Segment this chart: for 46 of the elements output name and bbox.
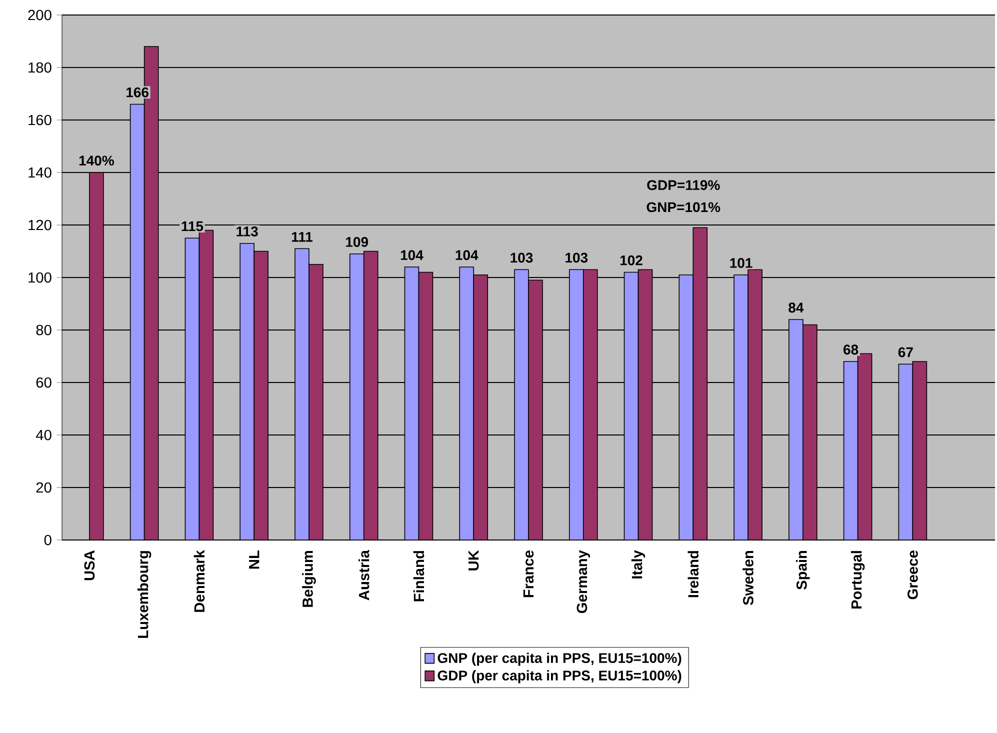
x-tick-label: Italy: [631, 550, 646, 578]
data-label: 140%: [79, 156, 114, 166]
data-label: 166: [126, 87, 148, 98]
y-tick-label: 20: [36, 482, 52, 493]
data-label: 103: [510, 252, 533, 263]
x-tick-label: Finland: [413, 551, 424, 602]
y-tick-label: 180: [28, 62, 52, 73]
data-label: 104: [456, 250, 478, 260]
x-tick-label: Austria: [358, 550, 370, 600]
y-tick-label: 160: [28, 114, 52, 126]
data-label: 111: [292, 232, 312, 242]
data-label: 109: [346, 237, 368, 247]
x-tick-label: USA: [84, 550, 95, 580]
x-tick-label: Portugal: [850, 551, 865, 609]
data-label: 68: [844, 344, 858, 355]
y-tick-label: 140: [28, 167, 52, 178]
data-label: 84: [788, 302, 804, 313]
x-tick-label: Luxembourg: [137, 551, 152, 638]
data-label: 67: [898, 347, 913, 358]
x-tick-label: Greece: [908, 550, 918, 600]
x-tick-label: Germany: [576, 550, 590, 614]
x-tick-label: Sweden: [742, 550, 754, 606]
y-tick-label: 40: [36, 430, 52, 440]
y-tick-label: 100: [28, 272, 52, 283]
data-label: 103: [566, 252, 588, 263]
legend-label: GNP (per capita in PPS, EU15=100%): [438, 652, 682, 666]
data-label: 101: [730, 258, 752, 268]
x-tick-label: UK: [468, 550, 479, 570]
y-tick-label: 120: [28, 220, 52, 230]
data-label: 113: [236, 226, 258, 236]
data-label: 102: [620, 255, 642, 266]
x-tick-label: France: [523, 550, 534, 598]
x-tick-label: Denmark: [194, 550, 205, 612]
data-label: 115: [182, 221, 204, 232]
legend-label: GDP (per capita in PPS, EU15=100%): [438, 670, 682, 684]
x-tick-label: Spain: [796, 550, 810, 590]
data-label: 104: [400, 250, 424, 260]
y-tick-label: 60: [36, 377, 52, 388]
x-tick-label: Ireland: [688, 551, 699, 598]
y-tick-label: 0: [44, 534, 52, 546]
annotation: GNP=101%: [646, 202, 720, 212]
y-tick-label: 80: [36, 324, 52, 336]
x-tick-label: NL: [249, 550, 260, 569]
x-tick-label: Belgium: [302, 550, 316, 607]
annotation: GDP=119%: [647, 180, 720, 190]
y-tick-label: 200: [28, 10, 52, 20]
